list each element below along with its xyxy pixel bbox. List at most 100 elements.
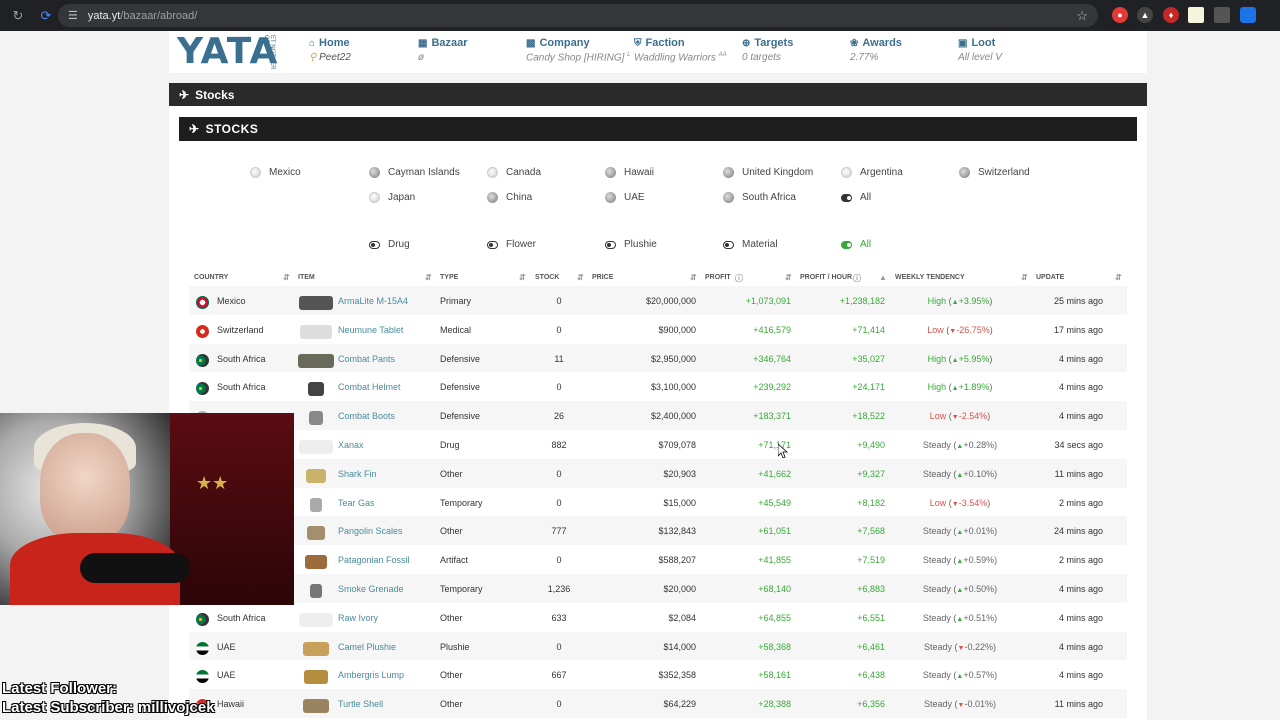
nav-bazaar[interactable]: ▦ Bazaar ø: [418, 37, 468, 63]
cell-item-link[interactable]: Tear Gas: [338, 497, 375, 508]
cell-country: Mexico: [217, 296, 246, 306]
table-row[interactable]: South Africa Combat Helmet Defensive 0 $3,10…: [189, 372, 1127, 401]
info-icon[interactable]: ⓘ: [735, 274, 743, 283]
extension-adblock-icon[interactable]: ●: [1112, 7, 1128, 23]
table-row[interactable]: South Africa Raw Ivory Other 633 $2,084 +64,8…: [189, 603, 1127, 632]
info-icon[interactable]: ⓘ: [853, 274, 861, 283]
filter-country-argentina[interactable]: Argentina: [841, 167, 903, 178]
stocks-section-bar[interactable]: ✈ STOCKS: [179, 117, 1137, 141]
filter-country-uk[interactable]: United Kingdom: [723, 167, 813, 178]
site-settings-icon[interactable]: ☰: [68, 10, 78, 22]
col-price[interactable]: PRICE: [592, 274, 614, 281]
filter-country-hawaii[interactable]: Hawaii: [605, 167, 654, 178]
cell-price: $900,000: [658, 324, 696, 335]
cell-item-link[interactable]: Xanax: [338, 440, 364, 450]
table-row[interactable]: Xanax Drug 882 $709,078 +71,171 +9,490 Steady …: [189, 430, 1127, 459]
cell-item-link[interactable]: Smoke Grenade: [338, 584, 404, 594]
table-row[interactable]: UAE Camel Plushie Plushie 0 $14,000 +58,368 +6…: [189, 631, 1127, 661]
filter-type-material[interactable]: Material: [723, 239, 778, 250]
nav-company[interactable]: ▩ Company Candy Shop [HIRING] L: [526, 37, 631, 64]
col-type[interactable]: TYPE: [440, 274, 459, 281]
filter-country-mexico[interactable]: Mexico: [250, 167, 301, 178]
table-row[interactable]: Smoke Grenade Temporary 1,236 $20,000 +68,14…: [189, 574, 1127, 603]
address-bar[interactable]: ☰ yata.yt/bazaar/abroad/ ☆: [58, 4, 1098, 27]
cell-update: 17 mins ago: [1053, 324, 1103, 335]
cell-type: Other: [440, 526, 463, 537]
cell-item-link[interactable]: Raw Ivory: [338, 612, 379, 623]
bookmark-star-icon[interactable]: ☆: [1076, 7, 1088, 23]
cell-item-link[interactable]: Pangolin Scales: [338, 526, 403, 537]
cell-item-link[interactable]: Neumune Tablet: [338, 324, 404, 335]
table-row[interactable]: South Africa Combat Pants Defensive 11 $2,95…: [189, 343, 1127, 373]
filter-type-drug[interactable]: Drug: [369, 239, 410, 250]
sort-icon[interactable]: ⇵: [283, 273, 290, 282]
sort-icon[interactable]: ⇵: [425, 273, 432, 282]
extension-notes-icon[interactable]: [1188, 7, 1204, 23]
nav-awards[interactable]: ❀ Awards 2.77%: [850, 37, 902, 63]
filter-country-south-africa[interactable]: South Africa: [723, 192, 796, 203]
filter-type-all[interactable]: All: [841, 239, 871, 250]
nav-targets[interactable]: ⊕ Targets 0 targets: [742, 37, 794, 63]
medal-icon: ❀: [850, 37, 859, 49]
refresh-icon[interactable]: ⟳: [40, 7, 52, 23]
table-row[interactable]: Pangolin Scales Other 777 $132,843 +61,051 +7…: [189, 516, 1127, 546]
cell-item-link[interactable]: Patagonian Fossil: [338, 555, 410, 566]
cell-item-link[interactable]: Shark Fin: [338, 468, 377, 479]
cell-stock: 1,236: [547, 584, 571, 594]
extension-icon[interactable]: ▲: [1137, 7, 1153, 23]
col-profit-hour[interactable]: PROFIT / HOUR: [800, 274, 853, 281]
cell-item-link[interactable]: Ambergris Lump: [338, 670, 405, 681]
filter-type-plushie[interactable]: Plushie: [605, 239, 657, 250]
nav-home[interactable]: ⌂ Home ⚲ Peet22: [309, 37, 351, 63]
col-item[interactable]: ITEM: [298, 274, 315, 281]
col-stock[interactable]: STOCK: [535, 274, 560, 281]
filter-type-flower[interactable]: Flower: [487, 239, 536, 250]
country-flag-icon: [196, 324, 209, 338]
sort-asc-icon[interactable]: ▲: [879, 273, 887, 282]
table-row[interactable]: Mexico ArmaLite M-15A4 Primary 0 $20,000,000…: [189, 286, 1127, 315]
filter-country-uae[interactable]: UAE: [605, 192, 645, 203]
table-row[interactable]: UAE Ambergris Lump Other 667 $352,358 +58,161…: [189, 660, 1127, 689]
nav-faction[interactable]: ⛨ Faction Waddling Warriors AA: [634, 37, 727, 64]
cell-tendency: Steady (▲+0.50%): [922, 584, 998, 594]
nav-loot[interactable]: ▣ Loot All level V: [958, 37, 1002, 63]
table-row[interactable]: Combat Boots Defensive 26 $2,400,000 +183,37…: [189, 401, 1127, 430]
col-tendency[interactable]: WEEKLY TENDENCY: [895, 274, 965, 281]
sort-icon[interactable]: ⇵: [690, 273, 697, 282]
filter-country-canada[interactable]: Canada: [487, 167, 541, 178]
table-row[interactable]: Hawaii Turtle Shell Other 0 $64,229 +28,388 +6…: [189, 689, 1127, 718]
filter-country-all[interactable]: All: [841, 192, 871, 203]
table-row[interactable]: Shark Fin Other 0 $20,903 +41,662 +9,327 Stead…: [189, 458, 1127, 488]
col-update[interactable]: UPDATE: [1036, 274, 1065, 281]
reload-icon[interactable]: ↻: [12, 7, 24, 23]
cell-item-link[interactable]: Camel Plushie: [338, 641, 397, 652]
sort-icon[interactable]: ⇵: [1115, 273, 1122, 282]
cell-stock: 0: [556, 382, 562, 393]
filter-country-cayman[interactable]: Cayman Islands: [369, 167, 460, 178]
col-profit[interactable]: PROFIT: [705, 274, 731, 281]
cell-profit: +239,292: [753, 382, 791, 393]
cell-type: Other: [440, 612, 463, 623]
col-country[interactable]: COUNTRY: [194, 274, 229, 281]
sort-icon[interactable]: ⇵: [785, 273, 792, 282]
cell-item-link[interactable]: ArmaLite M-15A4: [338, 296, 409, 306]
cell-type: Defensive: [440, 382, 481, 393]
table-row[interactable]: Patagonian Fossil Artifact 0 $588,207 +41,85…: [189, 545, 1127, 574]
sort-icon[interactable]: ⇵: [519, 273, 526, 282]
filter-country-switzerland[interactable]: Switzerland: [959, 167, 1030, 178]
site-logo[interactable]: YATA: [177, 31, 279, 72]
filter-country-japan[interactable]: Japan: [369, 192, 415, 203]
extensions-puzzle-icon[interactable]: [1240, 7, 1256, 23]
cell-item-link[interactable]: Combat Helmet: [338, 382, 401, 393]
cell-item-link[interactable]: Combat Pants: [338, 353, 396, 364]
sort-icon[interactable]: ⇵: [1021, 273, 1028, 282]
filter-country-china[interactable]: China: [487, 192, 532, 203]
extension-window-icon[interactable]: [1214, 7, 1230, 23]
cell-item-link[interactable]: Turtle Shell: [338, 699, 384, 710]
cell-item-link[interactable]: Combat Boots: [338, 411, 396, 422]
table-row[interactable]: Tear Gas Temporary 0 $15,000 +45,549 +8,182 Lo…: [189, 488, 1127, 517]
cell-stock: 0: [556, 497, 562, 508]
extension-shield-icon[interactable]: ♦: [1163, 7, 1179, 23]
table-row[interactable]: Switzerland Neumune Tablet Medical 0 $900,00…: [189, 315, 1127, 344]
sort-icon[interactable]: ⇵: [577, 273, 584, 282]
